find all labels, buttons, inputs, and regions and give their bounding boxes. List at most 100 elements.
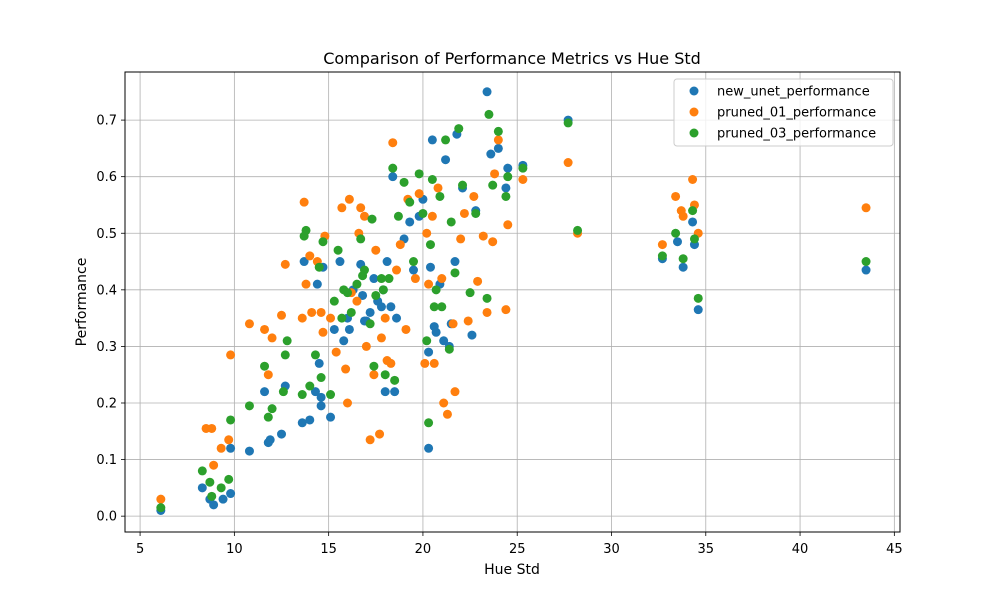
chart-title: Comparison of Performance Metrics vs Hue… — [323, 49, 701, 68]
series-pruned_03_performance — [156, 109, 871, 513]
data-point — [359, 211, 369, 221]
data-point — [689, 234, 699, 244]
data-points — [156, 87, 871, 515]
legend-item: new_unet_performance — [689, 85, 870, 100]
data-point — [414, 169, 424, 179]
data-point — [305, 251, 315, 261]
data-point — [365, 435, 375, 445]
data-point — [384, 274, 394, 284]
data-point — [448, 319, 458, 329]
data-point — [331, 347, 341, 357]
data-point — [386, 358, 396, 368]
data-point — [371, 290, 381, 300]
data-point — [395, 240, 405, 250]
data-point — [450, 268, 460, 278]
data-point — [450, 257, 460, 267]
data-point — [209, 500, 219, 510]
data-point — [297, 390, 307, 400]
data-point — [431, 327, 441, 337]
data-point — [429, 358, 439, 368]
data-point — [439, 336, 449, 346]
legend-box — [673, 78, 894, 147]
y-axis-ticks: 0.0 0.1 0.2 0.3 0.4 0.5 0.6 0.7 — [96, 114, 125, 525]
data-point — [378, 285, 388, 295]
data-point — [316, 373, 326, 383]
data-point — [218, 494, 228, 504]
data-point — [409, 265, 419, 275]
data-point — [573, 225, 583, 235]
data-point — [316, 307, 326, 317]
data-point — [371, 245, 381, 255]
data-point — [310, 350, 320, 360]
data-point — [435, 191, 445, 201]
data-point — [326, 390, 336, 400]
data-point — [375, 429, 385, 439]
data-point — [382, 257, 392, 267]
data-point — [429, 302, 439, 312]
data-point — [156, 494, 166, 504]
data-point — [450, 387, 460, 397]
y-tick-label: 0.5 — [96, 227, 117, 242]
data-point — [405, 217, 415, 227]
data-point — [329, 324, 339, 334]
data-point — [205, 477, 215, 487]
data-point — [446, 217, 456, 227]
data-point — [352, 279, 362, 289]
y-tick-label: 0.7 — [96, 114, 117, 129]
data-point — [861, 203, 871, 213]
data-point — [305, 415, 315, 425]
data-point — [207, 423, 217, 433]
data-point — [197, 483, 207, 493]
data-point — [444, 344, 454, 354]
data-point — [299, 257, 309, 267]
data-point — [267, 333, 277, 343]
data-point — [693, 293, 703, 303]
data-point — [280, 350, 290, 360]
data-point — [501, 191, 511, 201]
legend-item: pruned_01_performance — [689, 106, 876, 121]
y-tick-label: 0.4 — [96, 283, 117, 298]
data-point — [216, 443, 226, 453]
data-point — [459, 208, 469, 218]
x-tick-label: 30 — [603, 542, 620, 557]
data-point — [267, 404, 277, 414]
data-point — [367, 214, 377, 224]
data-point — [463, 316, 473, 326]
data-point — [482, 293, 492, 303]
x-tick-label: 20 — [415, 542, 432, 557]
data-point — [518, 175, 528, 185]
data-point — [352, 296, 362, 306]
data-point — [503, 220, 513, 230]
data-point — [318, 237, 328, 247]
data-point — [693, 305, 703, 315]
data-point — [318, 327, 328, 337]
data-point — [657, 240, 667, 250]
data-point — [333, 245, 343, 255]
data-point — [414, 189, 424, 199]
data-point — [688, 206, 698, 216]
x-tick-label: 10 — [226, 542, 243, 557]
data-point — [376, 333, 386, 343]
data-point — [433, 183, 443, 193]
data-point — [441, 135, 451, 145]
data-point — [388, 138, 398, 148]
data-point — [359, 265, 369, 275]
y-tick-label: 0.2 — [96, 396, 117, 411]
x-tick-label: 5 — [136, 542, 144, 557]
data-point — [425, 262, 435, 272]
data-point — [226, 415, 236, 425]
data-point — [299, 197, 309, 207]
data-point — [493, 126, 503, 136]
data-point — [425, 240, 435, 250]
plot-frame — [124, 71, 901, 533]
data-point — [369, 274, 379, 284]
data-point — [671, 228, 681, 238]
data-point — [392, 265, 402, 275]
data-point — [344, 194, 354, 204]
data-point — [376, 274, 386, 284]
data-point — [307, 307, 317, 317]
data-point — [672, 237, 682, 247]
legend-item: pruned_03_performance — [689, 127, 876, 142]
data-point — [369, 370, 379, 380]
data-point — [388, 172, 398, 182]
